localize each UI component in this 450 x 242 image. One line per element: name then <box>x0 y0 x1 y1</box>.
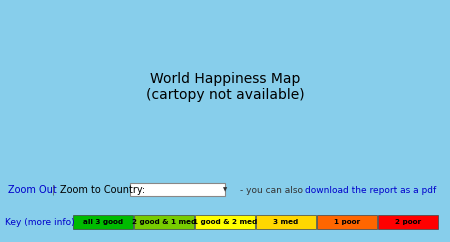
Text: Zoom to Country:: Zoom to Country: <box>60 185 145 195</box>
Text: |: | <box>52 185 55 196</box>
Bar <box>195 215 255 229</box>
Bar <box>317 215 377 229</box>
Text: 3 med: 3 med <box>274 219 299 225</box>
Text: 1 good & 2 med: 1 good & 2 med <box>193 219 257 225</box>
Text: 1 poor: 1 poor <box>334 219 360 225</box>
Text: World Happiness Map
(cartopy not available): World Happiness Map (cartopy not availab… <box>146 72 304 102</box>
Text: all 3 good: all 3 good <box>83 219 123 225</box>
Text: 2 poor: 2 poor <box>395 219 421 225</box>
FancyBboxPatch shape <box>130 183 225 196</box>
Bar <box>134 215 194 229</box>
Bar <box>378 215 438 229</box>
Text: Key (more info): Key (more info) <box>5 218 75 227</box>
Text: download the report as a pdf: download the report as a pdf <box>305 186 436 195</box>
Text: 2 good & 1 med: 2 good & 1 med <box>132 219 196 225</box>
Bar <box>73 215 133 229</box>
Bar <box>256 215 316 229</box>
Text: - you can also: - you can also <box>240 186 306 195</box>
Text: Zoom Out: Zoom Out <box>8 185 57 195</box>
Text: ▼: ▼ <box>223 188 227 193</box>
